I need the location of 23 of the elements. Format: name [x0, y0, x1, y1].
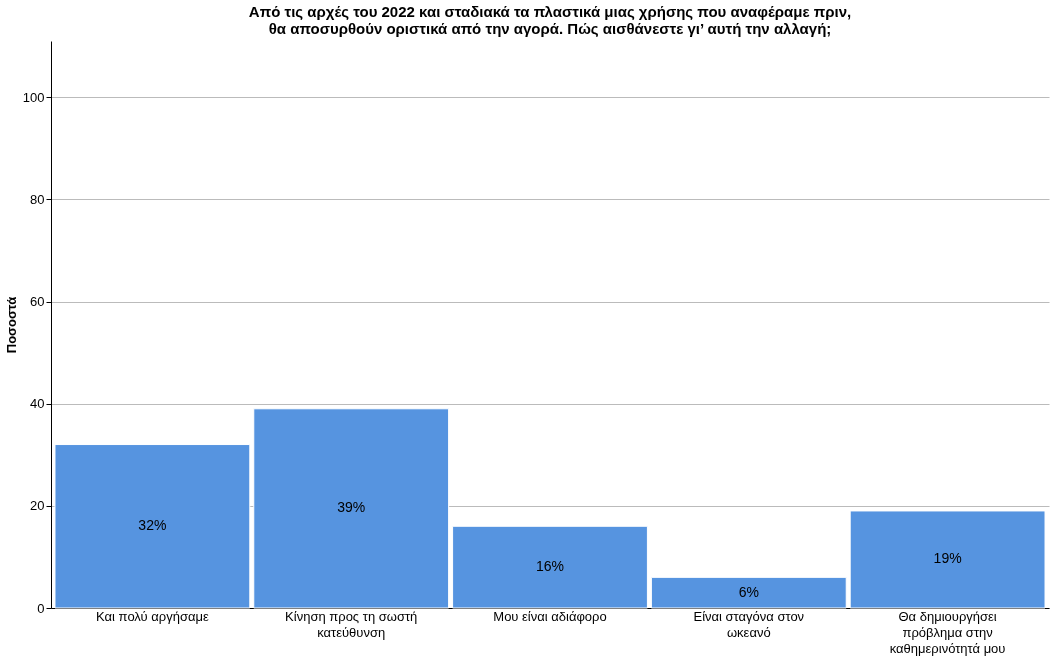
data-label: 16% [535, 558, 565, 575]
bar [253, 408, 450, 609]
chart-title: Από τις αρχές του 2022 και σταδιακά τα πλαστικά μιας χρήσης που αναφέραμε πριν, θα αποσυρθούν οριστικά από την αγορά. Πώς αισθάνεστε γι’ αυτή την αλλαγή; [248, 3, 852, 37]
y-tick-label: 80 [30, 191, 45, 207]
data-label: 6% [738, 583, 759, 600]
y-tick-label: 100 [22, 89, 45, 105]
y-tick-label: 20 [30, 498, 45, 514]
bar [452, 525, 648, 609]
data-label: 19% [933, 550, 962, 567]
x-tick-label: Μου είναι αδιάφορο [493, 608, 607, 624]
x-tick-label: Θα δημιουργήσει πρόβλημα στην καθημερινότητά μου [889, 608, 1006, 656]
bar [650, 576, 847, 609]
x-tick-label: Κίνηση προς τη σωστή κατεύθυνση [285, 608, 418, 640]
y-tick-label: 60 [30, 294, 45, 310]
data-label: 32% [138, 517, 167, 534]
x-tick-label: Και πολύ αργήσαμε [96, 608, 209, 624]
y-tick-label: 0 [37, 600, 45, 616]
bar [54, 444, 251, 609]
y-tick-label: 40 [30, 396, 45, 412]
bar [849, 510, 1046, 609]
data-label: 39% [337, 499, 366, 516]
y-axis-title: Ποσοστά [3, 296, 19, 354]
x-tick-label: Είναι σταγόνα στον ωκεανό [693, 608, 805, 640]
